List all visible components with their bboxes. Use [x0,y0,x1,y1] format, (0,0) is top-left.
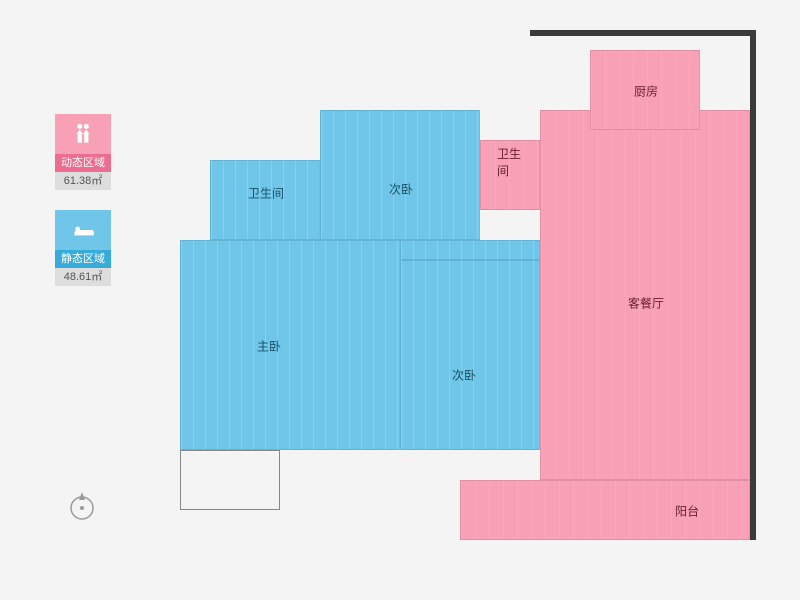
room-kitchen: 厨房 [590,50,700,130]
people-icon [55,114,111,154]
legend-static-label: 静态区域 [55,250,111,268]
room-label-living: 客餐厅 [628,295,664,312]
room-bed2a: 次卧 [320,110,480,240]
room-label-balcony: 阳台 [675,503,699,520]
room-bath2: 卫生间 [480,140,540,210]
outline-0 [180,450,280,510]
room-balcony: 阳台 [460,480,750,540]
plan-right-edge [750,30,756,540]
room-master: 主卧 [180,240,400,450]
legend-dynamic: 动态区域 61.38㎡ [55,114,111,190]
room-label-bed2b: 次卧 [452,367,476,384]
room-hall [400,240,540,260]
floor-plan: 客餐厅厨房卫生间阳台次卧卫生间主卧次卧 [180,30,770,580]
room-label-master: 主卧 [257,338,281,355]
plan-top-edge [530,30,756,36]
legend-static-value: 48.61㎡ [55,268,111,286]
sleep-icon [55,210,111,250]
room-label-kitchen: 厨房 [634,83,658,100]
legend-panel: 动态区域 61.38㎡ 静态区域 48.61㎡ [55,114,111,306]
legend-static: 静态区域 48.61㎡ [55,210,111,286]
room-label-bath2: 卫生间 [497,145,525,179]
room-bath1: 卫生间 [210,160,320,240]
room-label-bed2a: 次卧 [389,181,413,198]
legend-dynamic-label: 动态区域 [55,154,111,172]
room-bed2b: 次卧 [400,260,540,450]
room-label-bath1: 卫生间 [248,185,284,202]
compass-icon [66,490,98,527]
legend-dynamic-value: 61.38㎡ [55,172,111,190]
room-living: 客餐厅 [540,110,750,480]
